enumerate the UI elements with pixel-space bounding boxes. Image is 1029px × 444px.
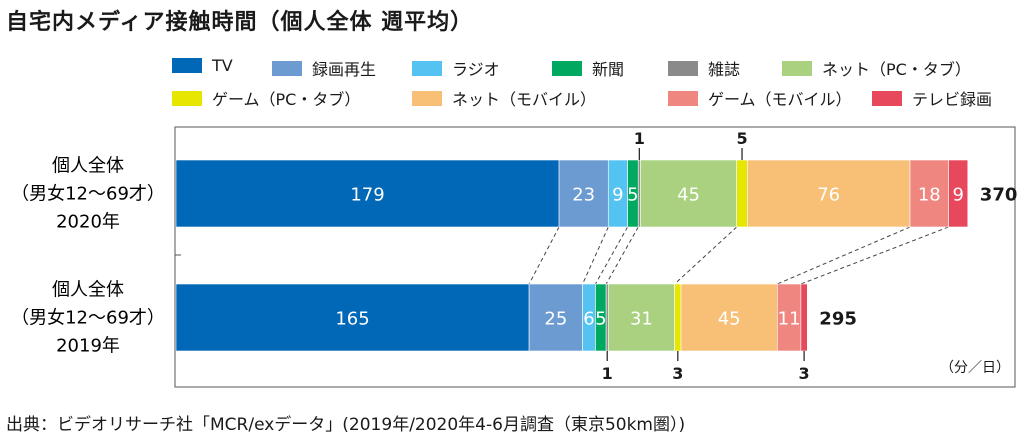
legend-item: ネット（PC・タブ） <box>782 56 971 80</box>
legend-item: TV <box>172 56 233 75</box>
bar-segment <box>948 159 969 228</box>
data-label: 45 <box>677 185 700 206</box>
bar-segment <box>909 159 949 228</box>
data-label: 5 <box>627 185 638 206</box>
category-label: 2019年 <box>56 336 120 357</box>
connector-line <box>595 226 628 285</box>
category-label: （男女12〜69才） <box>11 308 165 329</box>
callout-label: 3 <box>672 364 683 383</box>
callout-label: 3 <box>799 364 810 383</box>
category-label: 個人全体 <box>52 156 124 177</box>
bar-segment <box>607 283 675 352</box>
data-label: 45 <box>718 309 741 330</box>
legend-item: ネット（モバイル） <box>412 86 596 110</box>
category-label: 個人全体 <box>52 280 124 301</box>
connector-line <box>800 226 949 285</box>
legend-swatch <box>668 90 698 106</box>
total-label: 370 <box>980 185 1018 206</box>
legend-swatch <box>412 60 442 76</box>
data-label: 165 <box>335 309 369 330</box>
legend-item: 録画再生 <box>272 56 376 80</box>
data-label: 25 <box>544 309 567 330</box>
connector-line <box>582 226 609 285</box>
connector-line <box>605 226 639 285</box>
legend-item: 新聞 <box>552 56 624 80</box>
bar-segment <box>680 283 778 352</box>
data-label: 11 <box>778 309 801 330</box>
legend-swatch <box>412 90 442 106</box>
callout-label: 5 <box>736 129 747 148</box>
data-label: 179 <box>350 185 384 206</box>
legend-item: テレビ録画 <box>872 86 992 110</box>
connector-line <box>674 226 738 285</box>
stacked-bar-chart: 個人全体（男女12〜69才）2020年個人全体（男女12〜69才）2019年17… <box>11 126 1018 388</box>
legend-swatch <box>872 90 902 106</box>
bar-segment <box>175 159 560 228</box>
data-label: 31 <box>630 309 653 330</box>
bar-segment <box>800 283 808 352</box>
legend-item: ラジオ <box>412 56 500 80</box>
chart-title: 自宅内メディア接触時間（個人全体 週平均） <box>6 10 474 35</box>
legend-swatch <box>782 60 812 76</box>
data-label: 23 <box>572 185 595 206</box>
data-label: 5 <box>595 309 606 330</box>
category-label: （男女12〜69才） <box>11 184 165 205</box>
legend-label: ラジオ <box>452 60 500 79</box>
bar-segment <box>528 283 583 352</box>
legend-swatch <box>172 90 202 106</box>
data-label: 9 <box>952 185 963 206</box>
legend-label: 録画再生 <box>312 60 377 79</box>
plot-frame <box>174 126 1016 388</box>
bar-segment <box>747 159 911 228</box>
data-label: 76 <box>817 185 840 206</box>
legend-label: ゲーム（モバイル） <box>708 90 852 109</box>
bar-segment <box>640 159 737 228</box>
bar-segment <box>736 159 748 228</box>
legend-label: 雑誌 <box>708 60 741 79</box>
connector-line <box>777 226 911 285</box>
legend-item: ゲーム（モバイル） <box>668 86 852 110</box>
category-label: 2020年 <box>56 212 120 233</box>
legend-label: テレビ録画 <box>912 90 993 109</box>
data-label: 9 <box>612 185 623 206</box>
callout-label: 1 <box>602 364 613 383</box>
total-label: 295 <box>819 309 857 330</box>
connector-line <box>528 226 560 285</box>
legend-label: 新聞 <box>592 60 625 79</box>
data-label: 18 <box>918 185 941 206</box>
legend-label: ネット（PC・タブ） <box>822 60 971 79</box>
data-label: 6 <box>583 309 594 330</box>
unit-label: （分／日） <box>940 360 1010 376</box>
legend-label: ネット（モバイル） <box>452 90 597 109</box>
legend-item: ゲーム（PC・タブ） <box>172 86 360 110</box>
bar-segment <box>175 283 530 352</box>
legend-label: TV <box>212 56 233 75</box>
source-note: 出典：ビデオリサーチ社「MCR/exデータ」(2019年/2020年4-6月調査… <box>6 415 686 435</box>
legend-swatch <box>272 60 302 76</box>
bar-segment <box>674 283 682 352</box>
legend-swatch <box>552 60 582 76</box>
legend-label: ゲーム（PC・タブ） <box>212 90 361 109</box>
callout-label: 1 <box>634 129 645 148</box>
legend-swatch <box>172 58 202 73</box>
legend-item: 雑誌 <box>668 56 740 80</box>
legend-swatch <box>668 60 698 76</box>
